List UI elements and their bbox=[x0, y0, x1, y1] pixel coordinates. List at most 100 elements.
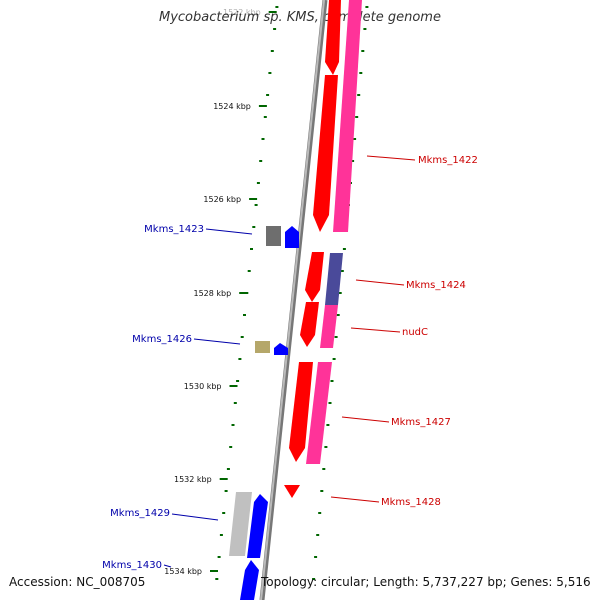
tick-label: 1522 kbp bbox=[223, 8, 261, 17]
label-nudc[interactable]: nudC bbox=[402, 327, 428, 338]
track-dot bbox=[222, 512, 226, 514]
gene-labels: Mkms_1422 Mkms_1424 nudC Mkms_1427 Mkms_… bbox=[102, 155, 478, 571]
gene-mkms-1426-gene[interactable] bbox=[255, 341, 270, 353]
gene-mkms-1429-gene[interactable] bbox=[229, 492, 252, 556]
track-dot bbox=[318, 512, 322, 514]
track-dot bbox=[263, 116, 267, 118]
label-mkms-1426[interactable]: Mkms_1426 bbox=[132, 334, 192, 345]
gene-mkms-1423-gene[interactable] bbox=[266, 226, 281, 246]
gene-nudc-cds[interactable] bbox=[300, 302, 319, 347]
map-title: Mycobacterium sp. KMS, complete genome bbox=[159, 10, 441, 25]
accession-text: Accession: NC_008705 bbox=[9, 575, 146, 589]
track-dot bbox=[332, 358, 336, 360]
track-dot bbox=[361, 50, 365, 52]
label-mkms-1429[interactable]: Mkms_1429 bbox=[110, 508, 170, 519]
track-dot bbox=[353, 138, 357, 140]
track-dot bbox=[316, 534, 320, 536]
forward-features[interactable] bbox=[284, 0, 362, 498]
track-dot bbox=[336, 314, 340, 316]
track-dot bbox=[259, 160, 263, 162]
tick-label: 1532 kbp bbox=[174, 475, 212, 484]
track-dot bbox=[363, 28, 367, 30]
gene-mkms-1428-cds[interactable] bbox=[284, 485, 300, 498]
gene-mkms-1426-cds[interactable] bbox=[274, 343, 288, 355]
track-dot bbox=[233, 402, 237, 404]
track-dot bbox=[324, 446, 328, 448]
tick-label: 1528 kbp bbox=[193, 289, 231, 298]
track-dot bbox=[338, 292, 342, 294]
track-dot bbox=[261, 138, 265, 140]
tick-mark bbox=[249, 198, 258, 200]
track-dot bbox=[250, 248, 253, 250]
gene-mkms-1422-cds-2[interactable] bbox=[313, 75, 338, 232]
track-dot bbox=[326, 424, 330, 426]
label-mkms-1422[interactable]: Mkms_1422 bbox=[418, 155, 478, 166]
track-dot bbox=[359, 72, 363, 74]
gene-mkms-1424-cds[interactable] bbox=[305, 252, 324, 302]
tick-label: 1530 kbp bbox=[184, 382, 222, 391]
gene-mkms-1427-gene[interactable] bbox=[306, 362, 332, 464]
track-dot bbox=[236, 380, 240, 382]
genome-backbone bbox=[259, 0, 328, 600]
label-mkms-1424[interactable]: Mkms_1424 bbox=[406, 280, 466, 291]
track-dot bbox=[351, 160, 355, 162]
track-dot bbox=[270, 50, 274, 52]
track-dot bbox=[231, 424, 235, 426]
track-dot bbox=[320, 490, 324, 492]
track-dot bbox=[215, 578, 219, 580]
gene-mkms-1429-cds[interactable] bbox=[247, 494, 268, 558]
label-mkms-1428[interactable]: Mkms_1428 bbox=[381, 497, 441, 508]
track-dot bbox=[219, 534, 223, 536]
gene-mkms-1422-gene[interactable] bbox=[333, 0, 362, 232]
tick-mark bbox=[210, 570, 218, 572]
track-dot bbox=[357, 94, 361, 96]
tick-label: 1534 kbp bbox=[164, 567, 202, 576]
track-dot bbox=[273, 28, 277, 30]
track-dot bbox=[266, 94, 270, 96]
gene-nudc-gene[interactable] bbox=[320, 305, 338, 348]
tick-label: 1526 kbp bbox=[203, 195, 241, 204]
tick-mark bbox=[229, 385, 238, 387]
tick-mark bbox=[258, 105, 267, 107]
track-dot bbox=[334, 336, 338, 338]
gene-mkms-1423-cds[interactable] bbox=[285, 226, 299, 248]
gene-mkms-1427-cds[interactable] bbox=[289, 362, 313, 462]
track-dot bbox=[275, 6, 279, 8]
track-dot bbox=[365, 6, 369, 8]
track-dot bbox=[252, 226, 256, 228]
track-dot bbox=[268, 72, 272, 74]
label-mkms-1430[interactable]: Mkms_1430 bbox=[102, 560, 162, 571]
track-dot bbox=[322, 468, 326, 470]
tick-mark bbox=[219, 478, 228, 480]
track-dot bbox=[256, 182, 260, 184]
tick-label: 1524 kbp bbox=[213, 102, 251, 111]
track-dot bbox=[330, 380, 334, 382]
track-dot bbox=[328, 402, 332, 404]
track-dot bbox=[247, 270, 251, 272]
summary-text: Topology: circular; Length: 5,737,227 bp… bbox=[261, 575, 591, 589]
label-mkms-1423[interactable]: Mkms_1423 bbox=[144, 224, 204, 235]
track-dot bbox=[238, 358, 242, 360]
track-dot bbox=[240, 336, 244, 338]
track-dot bbox=[217, 556, 221, 558]
tick-group: 1522 kbp 1524 kbp 1526 kbp 1528 kbp 1530 kbp… bbox=[164, 8, 277, 576]
label-leaders bbox=[163, 155, 416, 568]
tick-mark bbox=[239, 292, 248, 294]
gene-mkms-1430-cds[interactable] bbox=[240, 560, 259, 600]
gene-mkms-1424-gene[interactable] bbox=[325, 253, 343, 305]
gene-mkms-1422-cds[interactable] bbox=[325, 0, 341, 75]
reverse-features[interactable] bbox=[229, 226, 299, 600]
track-dot bbox=[314, 556, 318, 558]
track-dot bbox=[229, 446, 233, 448]
track-dot bbox=[224, 490, 228, 492]
track-dot bbox=[340, 270, 344, 272]
track-dot bbox=[355, 116, 359, 118]
track-dot bbox=[226, 468, 230, 470]
track-dot bbox=[243, 314, 246, 316]
track-dot bbox=[254, 204, 258, 206]
track-dot bbox=[342, 248, 346, 250]
label-mkms-1427[interactable]: Mkms_1427 bbox=[391, 417, 451, 428]
track-dot bbox=[312, 578, 316, 580]
tick-mark bbox=[268, 11, 277, 13]
